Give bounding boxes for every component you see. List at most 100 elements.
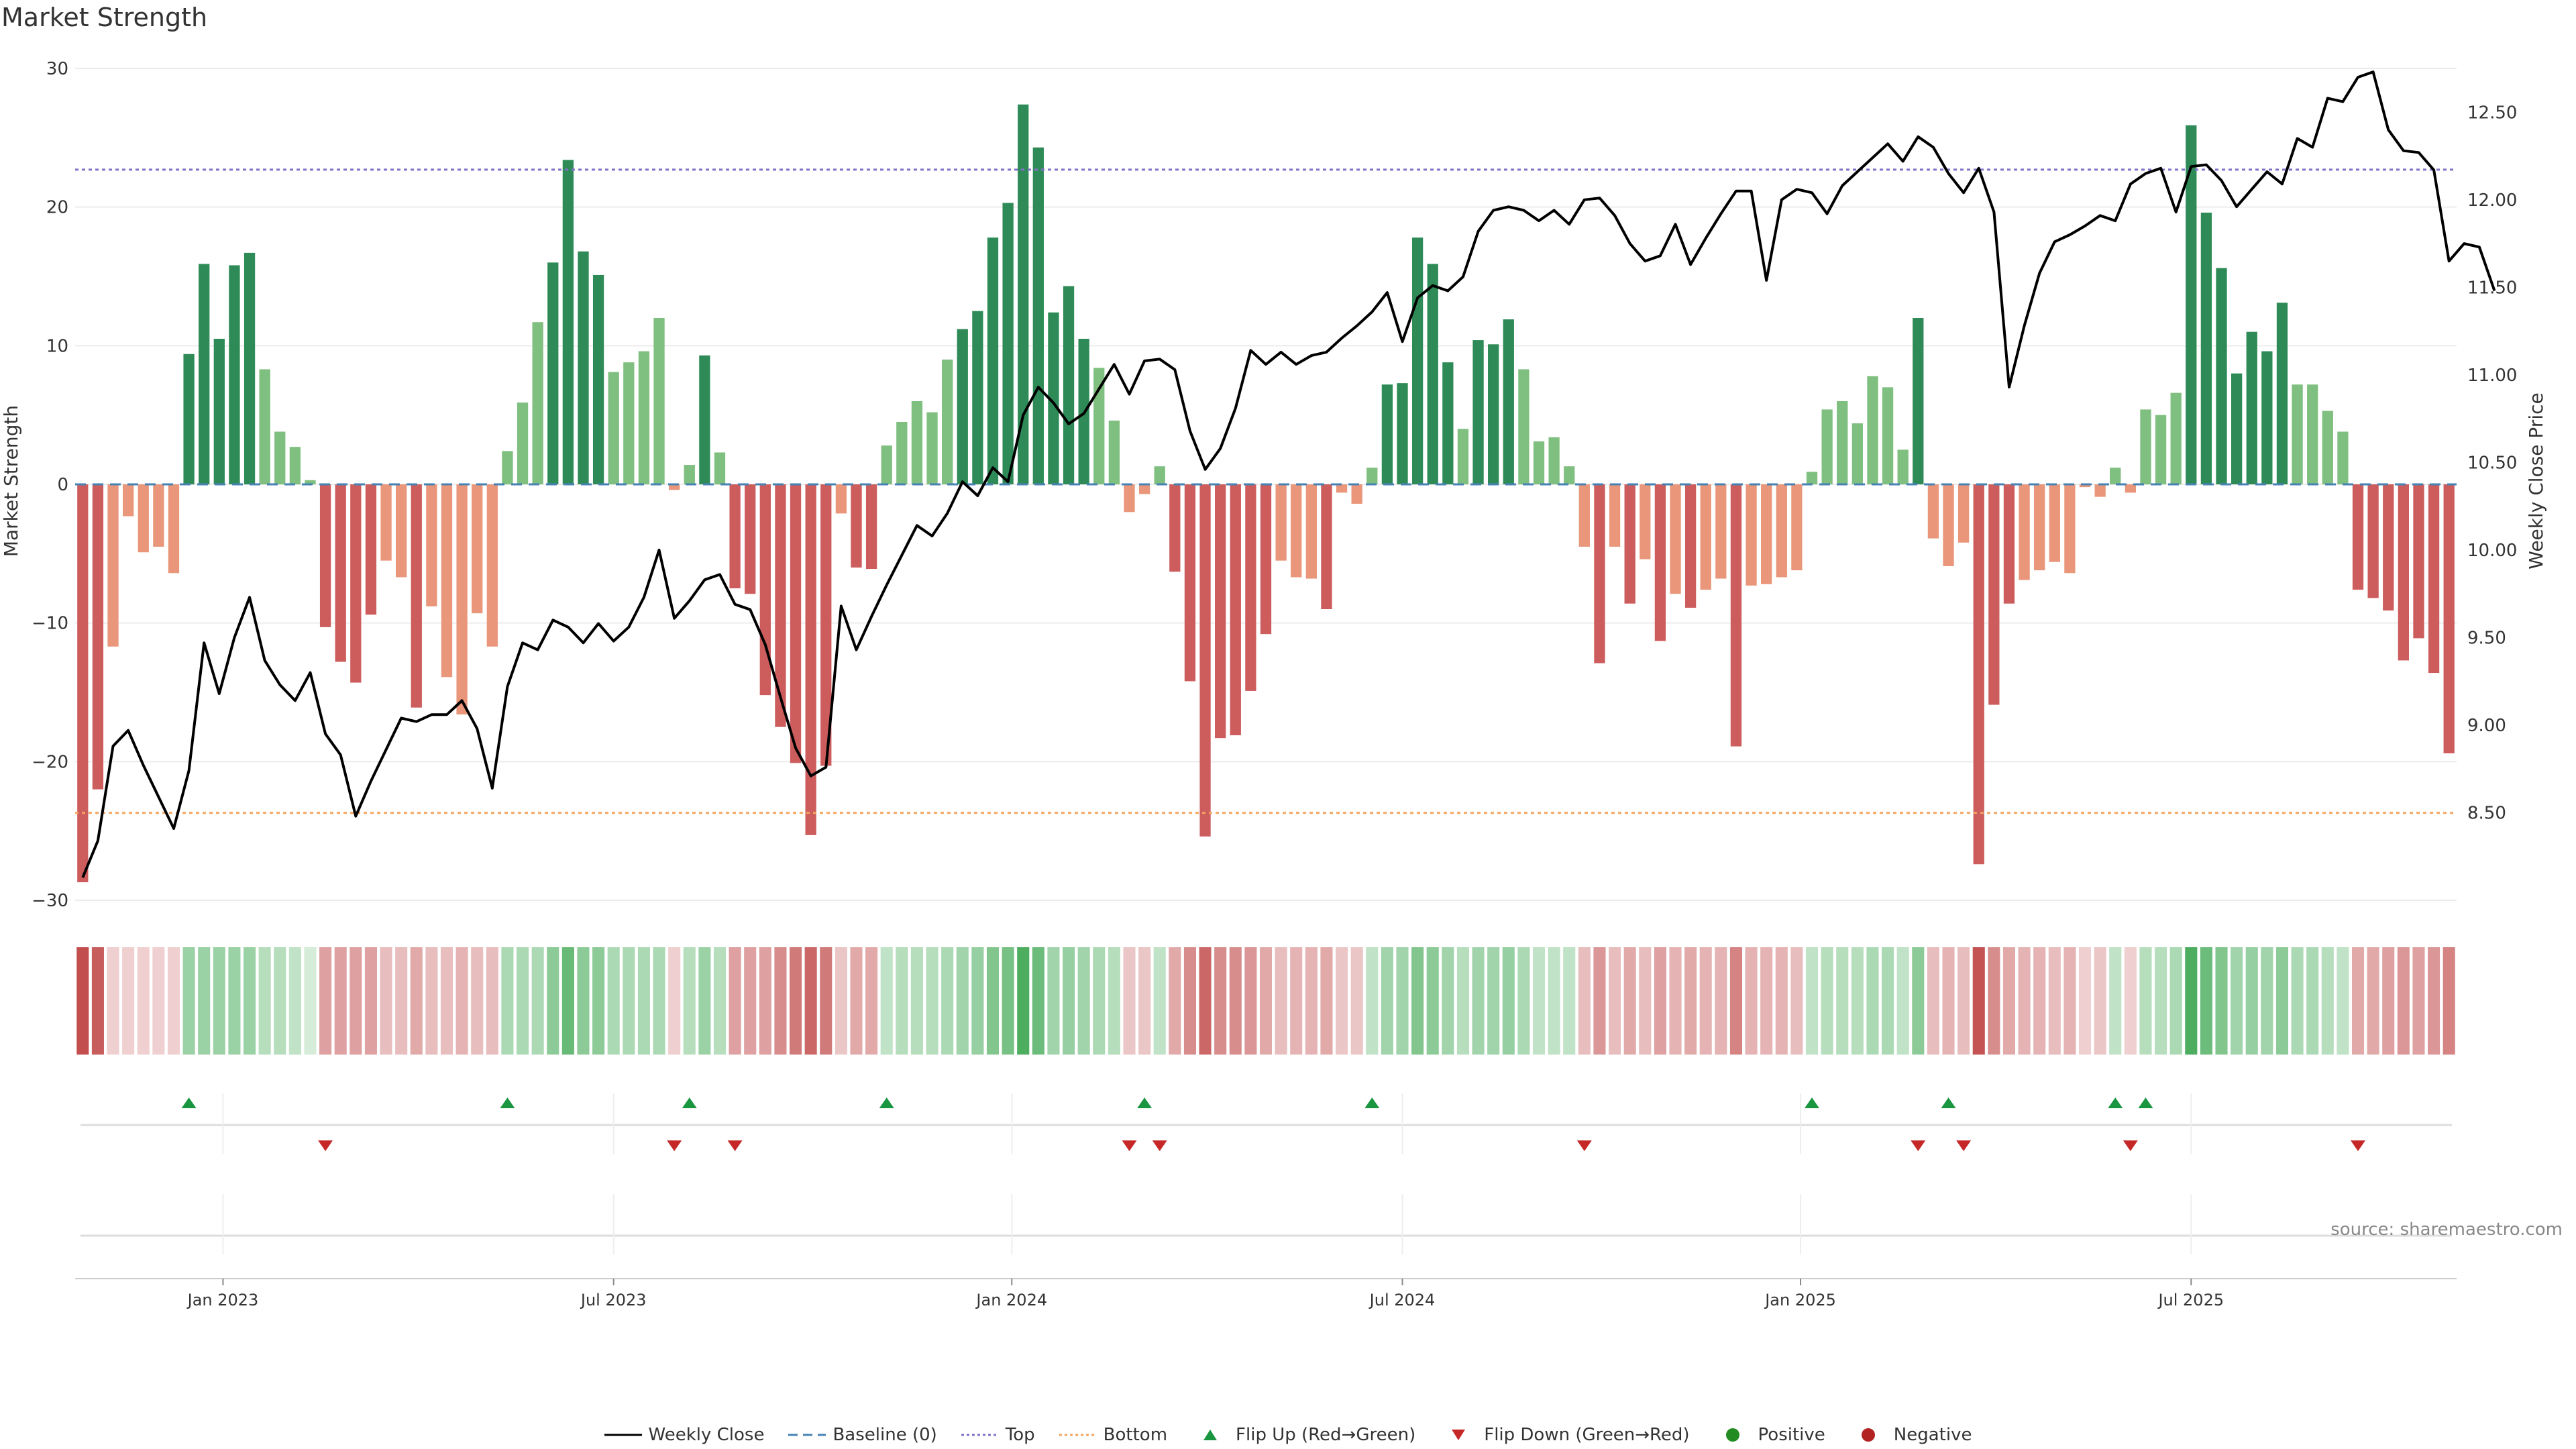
strength-bar (244, 253, 255, 484)
band-cell (1320, 947, 1332, 1055)
band-cell (517, 947, 529, 1055)
band-cell (668, 947, 680, 1055)
band-cell (623, 947, 635, 1055)
strength-bar (1442, 362, 1453, 484)
band-cell (1063, 947, 1075, 1055)
strength-bar (1867, 376, 1878, 484)
band-cell (911, 947, 923, 1055)
band-cell (1457, 947, 1469, 1055)
band-cell (1487, 947, 1499, 1055)
strength-bar (563, 160, 574, 484)
strength-bar (653, 318, 664, 484)
y2-tick-label: 12.50 (2467, 103, 2517, 123)
band-cell (1260, 947, 1272, 1055)
strength-bar (2247, 332, 2257, 484)
band-cell (2276, 947, 2288, 1055)
band-cell (1154, 947, 1166, 1055)
legend-swatch (1849, 1427, 1887, 1443)
band-cell (1973, 947, 1985, 1055)
source-note: source: sharemaestro.com (2330, 1220, 2563, 1240)
band-cell (1199, 947, 1212, 1055)
band-cell (471, 947, 483, 1055)
y2-tick-label: 9.00 (2467, 716, 2506, 736)
band-cell (1654, 947, 1666, 1055)
strength-bar (2216, 268, 2226, 484)
legend-item-bottom: Bottom (1059, 1425, 1167, 1445)
strength-bar (1518, 369, 1529, 484)
y2-tick-label: 10.50 (2467, 453, 2517, 473)
strength-bar (2277, 303, 2288, 484)
x-tick-label: Jan 2024 (975, 1291, 1047, 1309)
band-cell (1730, 947, 1742, 1055)
strength-bar (2428, 484, 2439, 673)
band-cell (1305, 947, 1318, 1055)
flip-up-marker (2138, 1097, 2153, 1108)
legend-label: Top (1006, 1425, 1035, 1445)
band-cell (1563, 947, 1575, 1055)
band-cell (1776, 947, 1788, 1055)
flip-down-marker (2123, 1140, 2138, 1151)
strength-bar (335, 484, 346, 662)
legend-label: Flip Up (Red→Green) (1236, 1425, 1415, 1445)
strength-band (76, 947, 2455, 1055)
legend-label: Bottom (1104, 1425, 1167, 1445)
band-cell (1093, 947, 1105, 1055)
strength-bar (229, 265, 239, 484)
flip-markers (80, 1097, 2452, 1236)
band-cell (1138, 947, 1150, 1055)
strength-bar (1655, 484, 1666, 641)
band-cell (2125, 947, 2137, 1055)
legend-label: Negative (1894, 1425, 1972, 1445)
x-tick-label: Jul 2024 (1368, 1291, 1436, 1309)
legend-item-positive: Positive (1714, 1425, 1825, 1445)
band-cell (92, 947, 104, 1055)
strength-bar (1776, 484, 1787, 577)
strength-bar (851, 484, 861, 568)
legend-swatch (1440, 1427, 1477, 1443)
strength-bar (153, 484, 164, 547)
legend-label: Flip Down (Green→Red) (1484, 1425, 1689, 1445)
strength-bar (1002, 203, 1013, 484)
band-cell (259, 947, 271, 1055)
band-cell (1533, 947, 1545, 1055)
band-cell (941, 947, 953, 1055)
strength-bar (1731, 484, 1741, 747)
legend-swatch (1191, 1427, 1229, 1443)
band-cell (1942, 947, 1954, 1055)
band-cell (1639, 947, 1651, 1055)
band-cell (350, 947, 362, 1055)
band-cell (213, 947, 225, 1055)
strength-bar (1428, 264, 1438, 484)
strength-bar (2367, 484, 2378, 598)
strength-bar (1625, 484, 1635, 604)
flip-down-marker (1956, 1140, 1971, 1151)
band-cell (729, 947, 741, 1055)
strength-bar (380, 484, 391, 561)
strength-bar (1746, 484, 1756, 586)
band-cell (1214, 947, 1226, 1055)
band-cell (2200, 947, 2212, 1055)
band-cell (1123, 947, 1135, 1055)
band-cell (486, 947, 498, 1055)
x-tick-label: Jan 2023 (186, 1291, 259, 1309)
legend-item-top: Top (961, 1425, 1035, 1445)
band-cell (2215, 947, 2227, 1055)
legend-swatch (788, 1427, 826, 1443)
legend-item-baseline: Baseline (0) (788, 1425, 936, 1445)
band-cell (1381, 947, 1393, 1055)
band-cell (335, 947, 347, 1055)
strength-bar (866, 484, 877, 569)
band-cell (456, 947, 468, 1055)
band-cell (1351, 947, 1363, 1055)
band-cell (304, 947, 316, 1055)
strength-bar (2094, 484, 2105, 497)
band-cell (1593, 947, 1605, 1055)
strength-bar (2004, 484, 2015, 604)
band-cell (1760, 947, 1772, 1055)
flip-down-marker (1152, 1140, 1167, 1151)
band-cell (1578, 947, 1591, 1055)
band-cell (2428, 947, 2440, 1055)
strength-bar (1503, 319, 1514, 484)
band-cell (76, 947, 89, 1055)
